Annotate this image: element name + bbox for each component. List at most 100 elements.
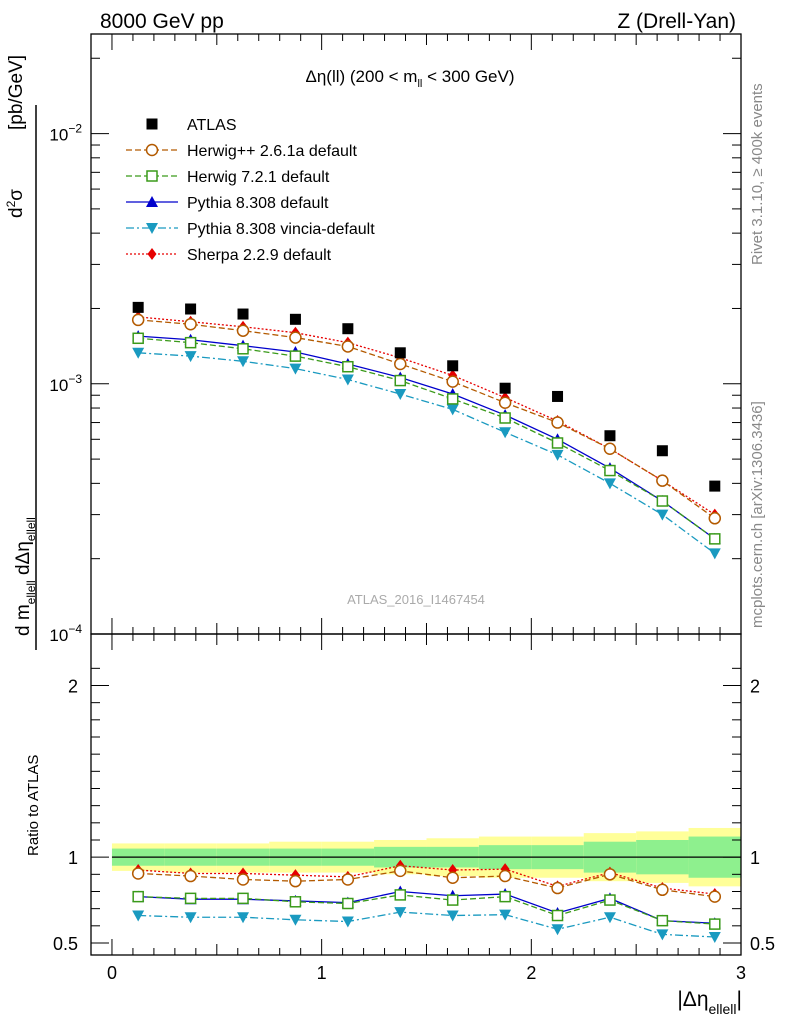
main-y-tick-label: 10−3 [49,372,82,395]
x-tick-label: 3 [736,963,746,983]
data-point-atlas [132,301,144,313]
data-point-herwig7 [289,350,302,362]
series-line-herwig7 [138,337,716,540]
series-herwig7 [132,332,721,545]
series-line-vincia [138,352,716,554]
ratio-point-herwig7 [551,909,564,922]
data-point-herwigpp [394,357,407,371]
data-point-atlas [552,390,564,402]
series-line-pythia [138,335,716,540]
svg-text:d mellell dΔηellell: d mellell dΔηellell [13,517,38,636]
header-process-label: Z (Drell-Yan) [617,10,736,33]
ratio-point-herwig7 [184,892,197,905]
data-point-herwigpp [236,324,250,337]
ratio-plot-panel [111,856,741,943]
ratio-point-herwigpp [341,873,355,886]
series-pythia [132,330,721,544]
data-point-vincia [446,404,459,416]
series-herwigpp [131,313,722,525]
data-point-herwig7 [604,464,616,477]
data-point-vincia [341,374,354,386]
ratio-point-herwigpp [131,867,145,880]
ratio-point-herwigpp [289,874,302,888]
series-atlas [132,301,721,492]
ratio-y-axis-label: Ratio to ATLAS [25,755,42,856]
data-point-herwigpp [708,512,722,525]
main-y-tick-label: 10−2 [49,122,82,145]
data-point-herwigpp [603,442,617,456]
ratio-point-herwig7 [132,890,144,903]
data-point-herwigpp [656,474,669,487]
data-point-atlas [499,382,511,394]
ratio-point-vincia [603,912,616,924]
data-point-herwigpp [131,313,145,327]
data-point-herwigpp [289,331,302,344]
ratio-point-vincia [341,916,354,928]
legend-entry-vincia: Pythia 8.308 vincia-default [126,221,375,238]
legend-marker-pythia [146,196,158,207]
data-point-vincia [184,351,197,363]
ratio-point-vincia [656,929,669,941]
ratio-point-herwigpp [498,869,512,883]
ratio-point-herwig7 [394,889,407,901]
data-point-atlas [656,445,668,457]
series-vincia [132,347,721,560]
ratio-point-herwigpp [551,881,564,895]
x-axis-label: |Δηellell| [677,988,742,1017]
data-point-herwig7 [446,393,459,405]
x-tick-label: 2 [526,963,536,983]
legend-label-pythia: Pythia 8.308 default [187,195,329,212]
ratio-point-vincia [551,924,564,936]
ratio-line-herwigpp [138,870,715,898]
legend-marker-vincia [146,223,158,234]
series-sherpa [133,310,720,521]
data-point-atlas [289,313,301,325]
data-point-atlas [237,308,249,320]
ratio-series-herwigpp [131,864,722,903]
ratio-point-vincia [499,909,512,921]
ratio-line-herwig7 [138,894,715,925]
data-point-vincia [708,548,721,560]
ratio-point-herwig7 [237,892,249,905]
ratio-point-vincia [184,912,197,924]
ratio-point-herwigpp [656,883,669,897]
header-collider-label: 8000 GeV pp [100,10,224,33]
ratio-point-vincia [289,914,302,926]
plot-watermark: ATLAS_2016_I1467454 [347,592,485,607]
ratio-y-tick-label: 1 [68,848,78,868]
x-tick-label: 1 [317,963,327,983]
data-point-vincia [237,356,250,368]
ratio-y-tick-label: 0.5 [53,934,78,954]
data-point-vincia [551,449,564,461]
data-point-herwigpp [498,396,512,409]
legend-marker-herwig7 [146,170,158,182]
data-point-vincia [656,509,669,521]
plot-title: Δη(ll) (200 < mll < 300 GeV) [305,67,514,90]
data-point-herwig7 [342,360,354,373]
data-point-herwig7 [656,495,669,507]
ratio-y-tick-label-right: 0.5 [750,934,775,954]
data-point-atlas [394,347,406,359]
svg-text:d2σ: d2σ [4,189,27,218]
legend-marker-herwigpp [145,143,159,157]
ratio-point-herwigpp [236,873,250,886]
legend-label-vincia: Pythia 8.308 vincia-default [187,221,375,238]
mcplots-label: mcplots.cern.ch [arXiv:1306.3436] [749,401,766,628]
ratio-point-herwig7 [499,890,511,903]
ratio-series-pythia [132,885,721,929]
ratio-point-herwigpp [708,890,722,903]
ratio-point-vincia [132,910,145,922]
legend-label-atlas: ATLAS [187,117,237,134]
ratio-point-herwig7 [709,918,721,930]
data-point-herwig7 [499,412,511,424]
data-point-vincia [603,478,616,490]
data-point-atlas [709,480,721,492]
ratio-point-herwigpp [184,869,197,883]
legend-entry-sherpa: Sherpa 2.2.9 default [126,247,332,264]
data-point-atlas [604,430,616,442]
legend-marker-atlas [146,118,158,130]
data-point-herwig7 [184,336,197,349]
data-point-herwig7 [394,374,407,387]
data-point-herwig7 [132,332,144,345]
ratio-series-herwig7 [132,889,721,930]
